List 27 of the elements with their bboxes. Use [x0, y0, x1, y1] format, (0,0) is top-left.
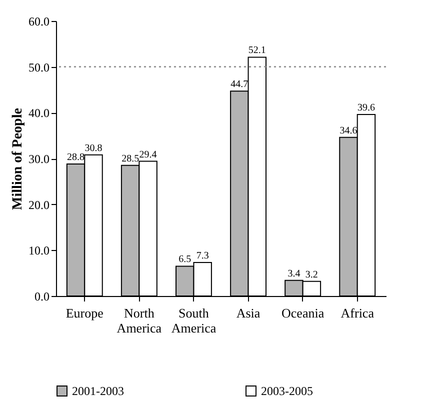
y-tick-label: 20.0 [28, 198, 50, 212]
x-tick-label: South America [171, 306, 216, 336]
y-tick-label: 50.0 [28, 60, 50, 74]
data-label: 30.8 [84, 142, 102, 154]
y-tick-label: 0.0 [34, 290, 50, 304]
data-label: 28.5 [122, 153, 140, 164]
y-tick-label: 30.0 [28, 152, 50, 166]
legend-label: 2003-2005 [261, 384, 313, 398]
x-tick-label: Europe [66, 306, 104, 320]
x-tick-label: Africa [340, 306, 374, 320]
x-tick-label: North America [116, 306, 162, 336]
data-label: 44.7 [230, 79, 248, 90]
x-tick-label: Asia [236, 306, 260, 320]
data-label: 3.4 [288, 268, 300, 280]
x-tick-label: Oceania [282, 306, 324, 320]
y-tick-label: 40.0 [28, 106, 50, 120]
y-tick-label: 60.0 [28, 14, 50, 28]
y-tick-label: 10.0 [28, 244, 50, 258]
legend-label: 2001-2003 [72, 384, 124, 398]
data-label: 34.6 [340, 125, 358, 136]
y-axis-title: Million of People [10, 108, 26, 210]
data-label: 52.1 [248, 45, 266, 56]
data-label: 3.2 [305, 269, 318, 280]
data-label: 29.4 [139, 149, 157, 160]
data-label: 7.3 [196, 250, 209, 262]
data-label: 6.5 [178, 254, 192, 266]
data-label: 39.6 [357, 102, 375, 114]
